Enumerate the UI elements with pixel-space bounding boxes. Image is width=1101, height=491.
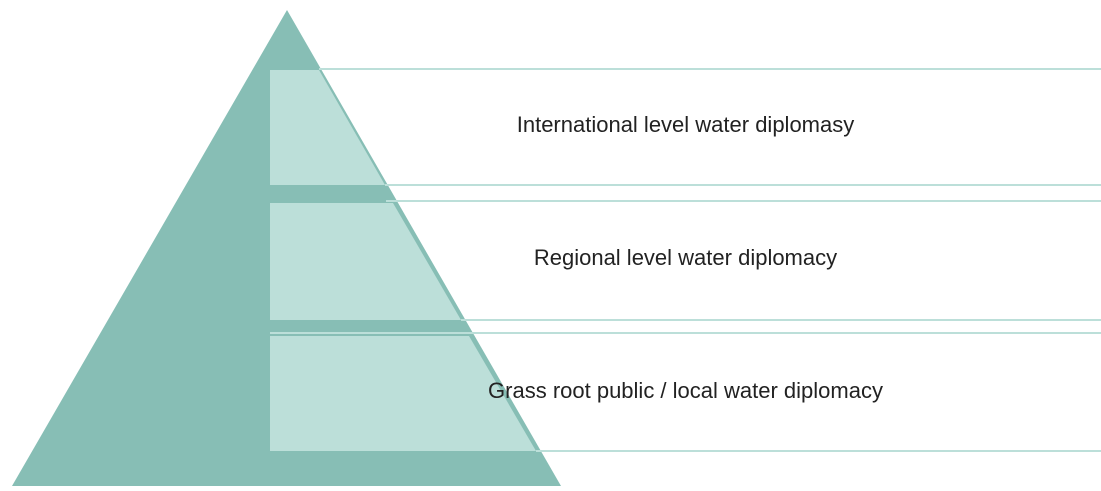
level-band-grass-root <box>270 336 536 451</box>
level-label-regional: Regional level water diplomacy <box>533 245 838 270</box>
level-label-grass-root: Grass root public / local water diplomac… <box>488 378 883 403</box>
level-band-regional <box>270 203 461 320</box>
level-label-international: International level water diplomasy <box>516 112 855 137</box>
level-band-international <box>270 70 385 185</box>
